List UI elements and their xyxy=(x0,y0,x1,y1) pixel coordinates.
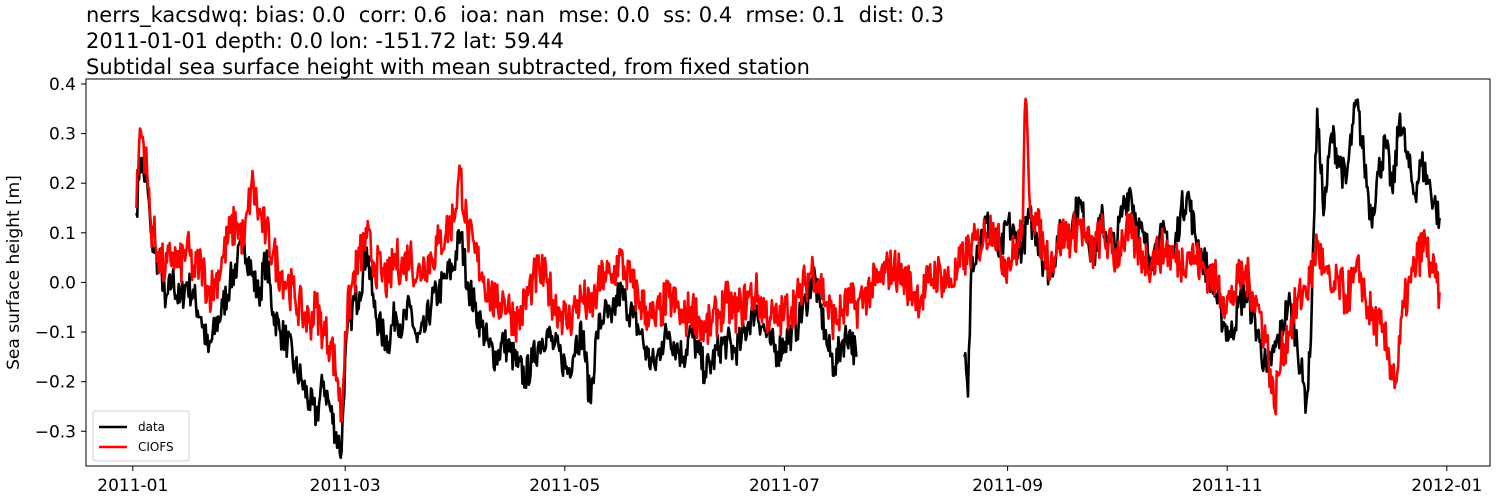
x-tick-label: 2011-03 xyxy=(310,476,381,496)
legend-box xyxy=(92,410,190,462)
legend-label-data: data xyxy=(138,420,165,434)
x-tick-label: 2011-01 xyxy=(97,476,168,496)
y-tick-label: −0.1 xyxy=(35,323,76,343)
title-line-metadata: 2011-01-01 depth: 0.0 lon: -151.72 lat: … xyxy=(86,29,564,53)
y-tick-label: −0.3 xyxy=(35,422,76,442)
y-tick-label: 0.4 xyxy=(49,75,76,95)
chart-title: nerrs_kacsdwq: bias: 0.0 corr: 0.6 ioa: … xyxy=(86,2,944,80)
plot-frame xyxy=(85,78,1491,467)
title-line-stats: nerrs_kacsdwq: bias: 0.0 corr: 0.6 ioa: … xyxy=(86,3,945,27)
y-tick-label: 0.0 xyxy=(49,273,76,293)
x-tick-label: 2012-01 xyxy=(1411,476,1482,496)
title-line-description: Subtidal sea surface height with mean su… xyxy=(86,55,810,79)
legend-label-ciofs: CIOFS xyxy=(138,440,174,454)
x-tick-label: 2011-09 xyxy=(972,476,1043,496)
x-tick-label: 2011-07 xyxy=(749,476,820,496)
y-tick-label: 0.3 xyxy=(49,125,76,145)
y-axis-label: Sea surface height [m] xyxy=(4,175,24,370)
y-tick-label: 0.1 xyxy=(49,224,76,244)
series-line-data-0 xyxy=(135,156,858,460)
x-tick-label: 2011-05 xyxy=(529,476,600,496)
x-tick-label: 2011-11 xyxy=(1192,476,1263,496)
series-line-ciofs-0 xyxy=(135,97,1441,423)
y-tick-label: −0.2 xyxy=(35,373,76,393)
y-tick-label: 0.2 xyxy=(49,174,76,194)
